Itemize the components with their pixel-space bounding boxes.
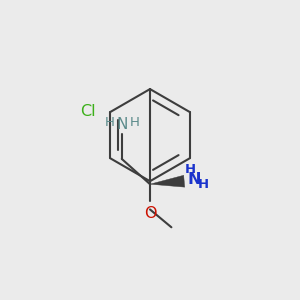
Text: H: H — [129, 116, 139, 129]
Text: N: N — [188, 172, 201, 187]
Text: O: O — [144, 206, 156, 221]
Text: Cl: Cl — [80, 104, 96, 119]
Text: H: H — [198, 178, 209, 191]
Text: N: N — [116, 117, 128, 132]
Text: H: H — [184, 164, 196, 176]
Polygon shape — [150, 175, 185, 187]
Text: H: H — [104, 116, 114, 129]
